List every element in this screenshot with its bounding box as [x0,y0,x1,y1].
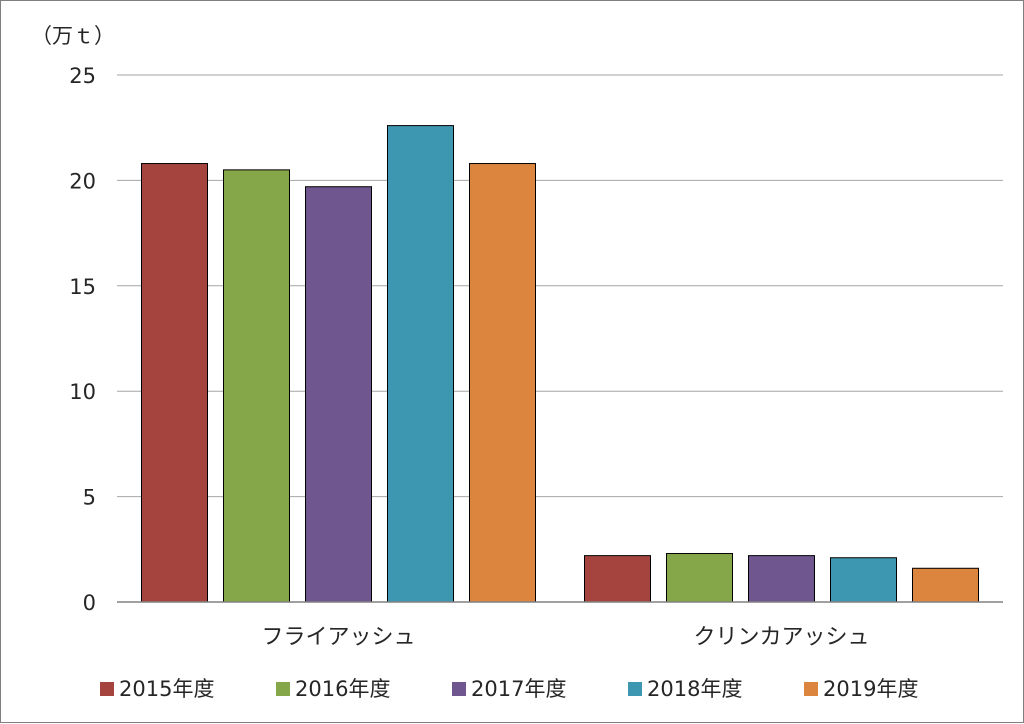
category-label: クリンカアッシュ [693,625,869,650]
legend-label: 2018年度 [647,677,742,701]
bar-2015年度-フライアッシュ [141,163,208,603]
bar-2018年度-クリンカアッシュ [830,557,897,603]
bar-2018年度-フライアッシュ [387,125,454,603]
y-tick-label: 25 [69,64,96,88]
legend-swatch [628,682,642,696]
bar-2016年度-フライアッシュ [223,169,290,603]
legend-swatch [804,682,818,696]
bar-2015年度-クリンカアッシュ [584,555,651,603]
y-axis-ticks: 0 5 10 15 20 25 [69,64,96,615]
bar-2019年度-フライアッシュ [469,163,536,603]
category-labels: フライアッシュ クリンカアッシュ [261,625,869,650]
y-tick-label: 20 [69,169,96,193]
legend-label: 2017年度 [471,677,566,701]
legend: 2015年度 2016年度 2017年度 2018年度 2019年度 [100,677,918,701]
legend-swatch [276,682,290,696]
y-tick-label: 15 [69,275,96,299]
bars [141,125,979,603]
legend-swatch [452,682,466,696]
y-tick-label: 10 [69,380,96,404]
bar-2017年度-クリンカアッシュ [748,555,815,603]
legend-label: 2019年度 [823,677,918,701]
bar-2016年度-クリンカアッシュ [666,553,733,603]
y-tick-label: 5 [83,486,96,510]
bar-2019年度-クリンカアッシュ [912,567,979,603]
bar-2017年度-フライアッシュ [305,186,372,603]
y-axis-unit-label: （万ｔ） [31,24,115,48]
category-label: フライアッシュ [261,625,415,650]
legend-label: 2016年度 [295,677,390,701]
legend-swatch [100,682,114,696]
legend-label: 2015年度 [119,677,214,701]
y-tick-label: 0 [83,591,96,615]
